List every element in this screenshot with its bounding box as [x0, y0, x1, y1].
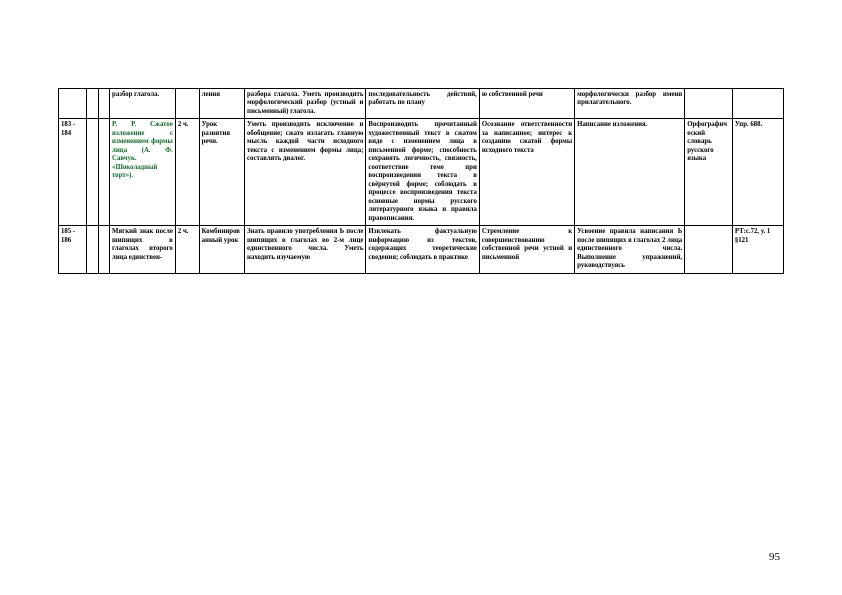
table-cell: Орфографический словарь русского языка [685, 119, 733, 226]
table-cell: Знать правило употребления Ь после шипящ… [245, 226, 366, 273]
table-cell: РТ:с.72, у. 1 §121 [732, 226, 783, 273]
table-cell: Комбинированный урок [199, 226, 244, 273]
plan-table: разбор глагола. ленняразбора глагола. Уме… [58, 88, 784, 274]
table-cell: Воспроизводить прочитанный художественны… [366, 119, 479, 226]
table-cell: 2 ч. [175, 119, 199, 226]
table-cell [98, 119, 109, 226]
table-row: 185 - 186 Мягкий знак после шипящих в гла… [59, 226, 784, 273]
table-cell [732, 89, 783, 119]
table-cell: последовательность действий, работать по… [366, 89, 479, 119]
table-cell: Упр. 688. [732, 119, 783, 226]
table-cell: Р. Р. Сжатое изложение с изменением форм… [110, 119, 176, 226]
table-cell [87, 119, 98, 226]
table-cell: Извлекать фактуальную информацию из текс… [366, 226, 479, 273]
table-cell: Усвоение правила написания Ь после шипящ… [575, 226, 685, 273]
table-cell [685, 89, 733, 119]
page-number: 95 [769, 551, 780, 563]
table-cell: морфологически разбор имени прилагательн… [575, 89, 685, 119]
table-cell: Урок развития речи. [199, 119, 244, 226]
table-cell [87, 89, 98, 119]
table-row: разбор глагола. ленняразбора глагола. Уме… [59, 89, 784, 119]
table-cell [87, 226, 98, 273]
table-cell [59, 89, 87, 119]
table-cell: 185 - 186 [59, 226, 87, 273]
table-cell: разбора глагола. Уметь производить морфо… [245, 89, 366, 119]
table-cell: Осознание ответственности за написанное;… [479, 119, 574, 226]
table-cell: Стремление к совершенствованию собственн… [479, 226, 574, 273]
table-cell: разбор глагола. [110, 89, 176, 119]
table-cell: Уметь производить исключение и обобщение… [245, 119, 366, 226]
table-cell [685, 226, 733, 273]
table-cell: Мягкий знак после шипящих в глаголах вто… [110, 226, 176, 273]
table-cell: ю собственной речи [479, 89, 574, 119]
table-cell: лення [199, 89, 244, 119]
table-row: 183 - 184 Р. Р. Сжатое изложение с измене… [59, 119, 784, 226]
table-cell: 183 - 184 [59, 119, 87, 226]
table-cell [175, 89, 199, 119]
table-cell: 2 ч. [175, 226, 199, 273]
table-cell: Написание изложения. [575, 119, 685, 226]
table-cell [98, 89, 109, 119]
table-cell [98, 226, 109, 273]
